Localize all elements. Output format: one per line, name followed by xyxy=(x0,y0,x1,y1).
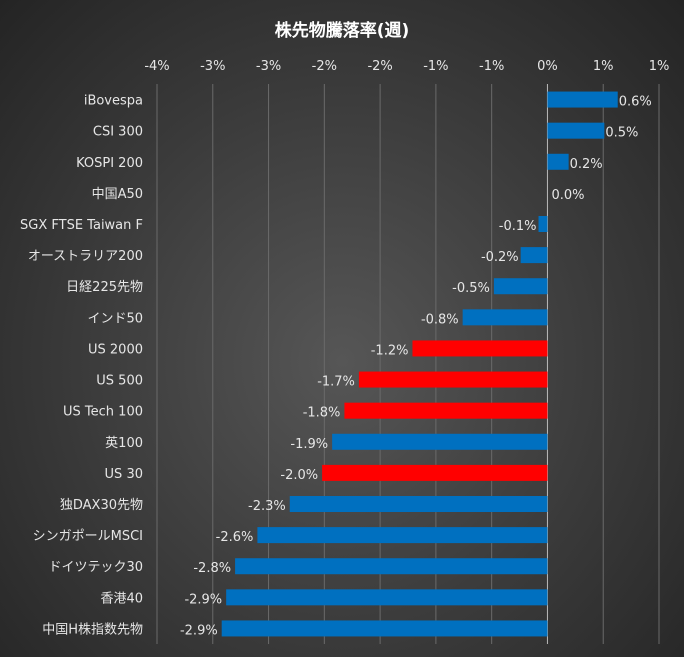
x-tick-label: -3% xyxy=(256,59,281,74)
bar xyxy=(289,496,548,512)
data-label: -2.0% xyxy=(280,468,318,483)
category-label: US Tech 100 xyxy=(63,405,143,420)
data-label: -0.1% xyxy=(499,219,537,234)
data-label: -0.5% xyxy=(452,281,490,296)
category-label: 中国A50 xyxy=(92,187,143,202)
data-label: -2.3% xyxy=(248,499,286,514)
bar xyxy=(412,340,548,357)
data-label: 0.5% xyxy=(605,126,638,141)
bar xyxy=(358,371,548,388)
bar xyxy=(322,464,548,481)
data-label: -1.2% xyxy=(371,343,409,358)
bar xyxy=(547,122,605,139)
bar xyxy=(235,558,548,575)
bar xyxy=(221,620,548,637)
x-tick-label: -3% xyxy=(200,59,225,74)
x-tick-label: 1% xyxy=(593,59,614,74)
category-label: CSI 300 xyxy=(93,125,143,140)
bar xyxy=(547,153,569,170)
category-label: 英100 xyxy=(105,436,143,451)
category-label: US 2000 xyxy=(88,342,143,357)
data-label: 0.0% xyxy=(551,188,584,203)
category-label: 中国H株指数先物 xyxy=(42,622,143,637)
category-label: インド50 xyxy=(87,311,143,326)
bar xyxy=(332,433,548,450)
category-label: 日経225先物 xyxy=(66,280,143,295)
category-label: SGX FTSE Taiwan F xyxy=(20,218,143,233)
x-tick-label: -1% xyxy=(423,59,448,74)
data-label: 0.6% xyxy=(619,95,652,110)
category-label: 独DAX30先物 xyxy=(60,498,143,513)
category-label: ドイツテック30 xyxy=(48,560,143,575)
bar xyxy=(538,216,548,232)
category-label: US 500 xyxy=(96,374,143,389)
x-tick-label: -4% xyxy=(144,59,169,74)
category-label: US 30 xyxy=(105,467,143,482)
x-tick-label: -1% xyxy=(479,59,504,74)
data-label: -2.9% xyxy=(184,592,222,607)
bar xyxy=(462,309,548,326)
x-tick-label: 1% xyxy=(649,59,670,74)
x-tick-label: -2% xyxy=(367,59,392,74)
x-tick-label: -2% xyxy=(312,59,337,74)
x-tick-label: 0% xyxy=(537,59,558,74)
category-label: KOSPI 200 xyxy=(76,156,143,171)
category-label: シンガポールMSCI xyxy=(33,529,143,544)
bar xyxy=(344,402,548,419)
data-label: -2.9% xyxy=(180,623,218,638)
data-label: -1.9% xyxy=(290,437,328,452)
data-label: -1.8% xyxy=(303,406,341,421)
data-label: -2.6% xyxy=(216,530,254,545)
bar xyxy=(226,589,548,606)
data-label: -0.8% xyxy=(421,312,459,327)
bar xyxy=(493,278,548,295)
bar xyxy=(257,527,548,544)
category-label: オーストラリア200 xyxy=(28,249,143,264)
data-label: -1.7% xyxy=(317,375,355,390)
bar xyxy=(520,247,548,264)
category-label: 香港40 xyxy=(100,591,143,606)
chart-title: 株先物騰落率(週) xyxy=(275,20,410,41)
data-label: 0.2% xyxy=(570,157,603,172)
data-label: -2.8% xyxy=(193,561,231,576)
category-label: iBovespa xyxy=(84,94,143,109)
data-label: -0.2% xyxy=(481,250,519,265)
bar xyxy=(547,91,618,108)
